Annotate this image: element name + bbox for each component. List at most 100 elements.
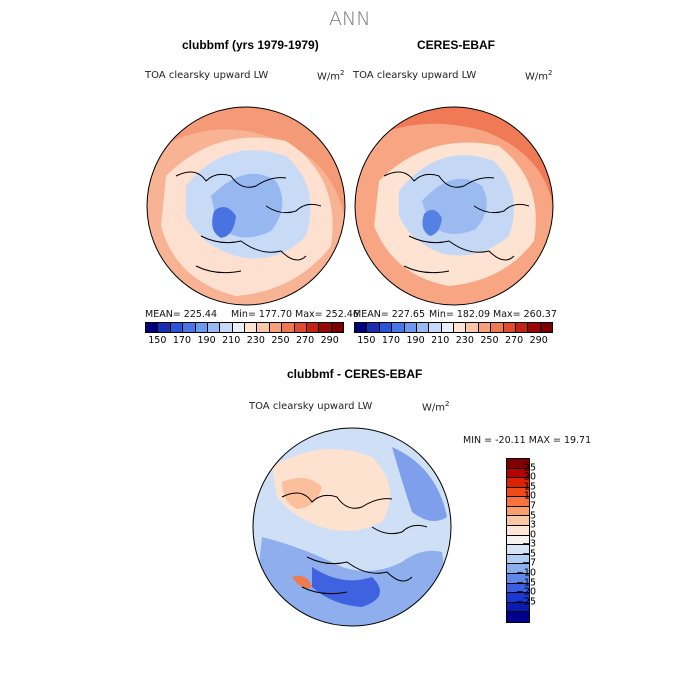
colorbar-swatch <box>170 323 184 332</box>
panel-2-map-border <box>354 106 554 306</box>
colorbar-tick-label: 210 <box>222 335 241 346</box>
colorbar-tick-label: 0 <box>529 529 536 541</box>
colorbar-swatch <box>441 323 454 332</box>
colorbar-swatch <box>507 487 529 498</box>
colorbar-tick-label: 250 <box>480 335 499 346</box>
colorbar-tick-label: 20 <box>523 471 536 483</box>
colorbar-tick-label: 170 <box>381 335 401 346</box>
colorbar-swatch <box>404 323 417 332</box>
colorbar-swatch <box>491 323 504 332</box>
panel-1-title: clubbmf (yrs 1979-1979) <box>182 38 319 52</box>
diff-panel-strong-negative <box>312 567 380 607</box>
colorbar-tick-label: 290 <box>320 335 339 346</box>
panel-1-units-exp: 2 <box>340 69 345 77</box>
colorbar-tick-label: −3 <box>521 538 536 550</box>
colorbar-tick-label: 150 <box>148 335 167 346</box>
panel-1-polar-map <box>146 106 346 306</box>
diff-panel-polar-map <box>252 427 452 627</box>
colorbar-swatch <box>507 526 529 536</box>
colorbar-swatch <box>507 506 529 517</box>
colorbar-swatch <box>429 323 442 332</box>
panel-2-min: Min= 182.09 <box>429 309 491 320</box>
colorbar-swatch <box>503 323 516 332</box>
colorbar-swatch <box>507 478 529 488</box>
colorbar-tick-label: 7 <box>529 500 536 512</box>
diff-panel-units-exp: 2 <box>445 400 450 408</box>
diff-panel-map-border <box>252 427 452 627</box>
colorbar-swatch <box>507 593 529 603</box>
panel-1-map-border <box>146 106 346 306</box>
panel-1-max: Max= 252.46 <box>295 309 359 320</box>
colorbar-swatch <box>207 323 221 332</box>
colorbar-swatch <box>367 323 380 332</box>
panel-2-mean: MEAN= 227.65 <box>353 309 426 320</box>
colorbar-swatch <box>306 323 320 332</box>
colorbar-swatch <box>507 564 529 574</box>
colorbar-tick-label: 3 <box>529 519 536 531</box>
colorbar-swatch <box>466 323 479 332</box>
colorbar-swatch <box>478 323 492 332</box>
panel-1-min: Min= 177.70 <box>231 309 293 320</box>
colorbar-tick-label: 15 <box>523 481 536 493</box>
colorbar-swatch <box>507 497 529 507</box>
colorbar-swatch <box>379 323 393 332</box>
colorbar-tick-label: 190 <box>406 335 425 346</box>
figure-title: ANN <box>329 8 371 30</box>
colorbar-swatch <box>507 535 529 546</box>
colorbar-swatch <box>245 323 258 332</box>
colorbar-swatch <box>507 516 529 527</box>
colorbar-swatch <box>540 323 552 332</box>
panel-2-greenland-low <box>422 209 442 236</box>
diff-panel-minmax: MIN = -20.11 MAX = 19.71 <box>463 435 592 446</box>
panel-1-colorbar <box>145 322 344 333</box>
diff-panel-east-negative <box>392 447 447 521</box>
colorbar-swatch <box>507 612 529 622</box>
diff-panel-slight-positive <box>272 449 390 531</box>
panel-1-variable: TOA clearsky upward LW <box>145 70 269 81</box>
colorbar-tick-label: −20 <box>515 586 536 598</box>
colorbar-tick-label: 270 <box>504 335 524 346</box>
colorbar-swatch <box>392 323 405 332</box>
colorbar-swatch <box>507 602 529 613</box>
diff-panel-units: W/m2 <box>422 400 449 413</box>
colorbar-swatch <box>269 323 283 332</box>
colorbar-tick-label: −7 <box>521 557 536 569</box>
colorbar-swatch <box>507 545 529 555</box>
colorbar-swatch <box>158 323 171 332</box>
colorbar-swatch <box>507 583 529 594</box>
colorbar-tick-label: 5 <box>529 510 536 522</box>
colorbar-swatch <box>355 323 368 332</box>
panel-1-coastlines <box>175 171 322 274</box>
colorbar-swatch <box>528 323 541 332</box>
colorbar-tick-label: 250 <box>271 335 290 346</box>
colorbar-tick-label: 170 <box>172 335 192 346</box>
colorbar-swatch <box>507 468 529 479</box>
colorbar-swatch <box>232 323 245 332</box>
panel-2-units-base: W/m <box>525 71 548 83</box>
panel-2-units-exp: 2 <box>548 69 553 77</box>
colorbar-swatch <box>454 323 467 332</box>
panel-1-greenland-low <box>212 207 236 238</box>
colorbar-tick-label: 270 <box>295 335 315 346</box>
colorbar-swatch <box>282 323 295 332</box>
colorbar-tick-label: −10 <box>515 567 536 579</box>
colorbar-swatch <box>416 323 430 332</box>
diff-panel-positive-strip <box>292 575 312 589</box>
colorbar-swatch <box>507 573 529 584</box>
panel-2-variable: TOA clearsky upward LW <box>353 70 477 81</box>
colorbar-tick-label: 150 <box>357 335 376 346</box>
diff-panel-units-base: W/m <box>422 402 445 414</box>
diff-panel-variable: TOA clearsky upward LW <box>249 401 373 412</box>
panel-2-colorbar <box>354 322 553 333</box>
colorbar-swatch <box>319 323 332 332</box>
colorbar-swatch <box>220 323 233 332</box>
diff-panel-colorbar <box>506 458 530 623</box>
colorbar-tick-label: −25 <box>515 596 536 608</box>
panel-1-mean: MEAN= 225.44 <box>145 309 218 320</box>
panel-2-units: W/m2 <box>525 69 552 82</box>
colorbar-swatch <box>195 323 208 332</box>
colorbar-tick-label: 210 <box>431 335 450 346</box>
colorbar-tick-label: 10 <box>523 490 536 502</box>
panel-2-polar-map <box>354 106 554 306</box>
colorbar-swatch <box>294 323 307 332</box>
